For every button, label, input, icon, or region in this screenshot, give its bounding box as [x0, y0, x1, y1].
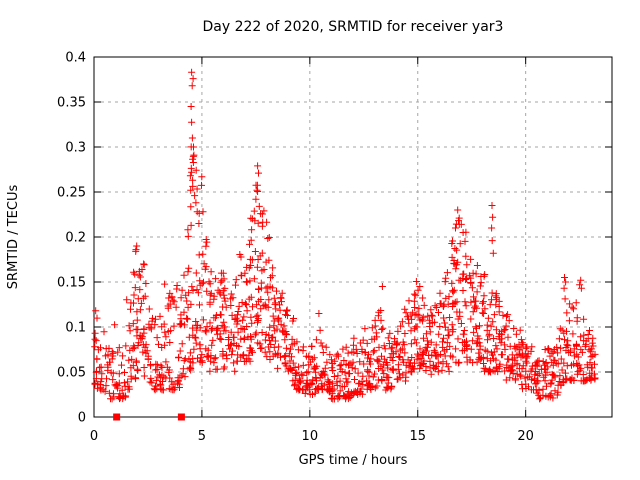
y-axis-label: SRMTID / TECUs	[6, 185, 21, 290]
x-tick-label: 15	[409, 429, 426, 444]
scatter-markers	[91, 68, 599, 403]
zero-value-marker	[177, 413, 185, 421]
y-tick-label: 0.25	[57, 186, 86, 201]
data-points	[91, 68, 599, 421]
y-tick-label: 0.3	[65, 141, 86, 156]
y-tick-label: 0.1	[65, 321, 86, 336]
x-tick-label: 0	[90, 429, 98, 444]
y-tick-label: 0.15	[57, 276, 86, 291]
y-tick-label: 0.05	[57, 366, 86, 381]
x-tick-label: 20	[517, 429, 534, 444]
x-tick-label: 10	[302, 429, 319, 444]
tick-labels: 0 5 10 15 20 0 0.05 0.1 0.15 0.2 0.25 0.3 0.35 0.4	[57, 51, 534, 445]
chart-title: Day 222 of 2020, SRMTID for receiver yar…	[203, 19, 504, 35]
y-tick-label: 0.4	[65, 51, 86, 66]
x-tick-label: 5	[198, 429, 206, 444]
zero-value-marker	[113, 413, 121, 421]
y-tick-label: 0	[78, 411, 86, 426]
axes	[93, 56, 613, 418]
x-axis-label: GPS time / hours	[299, 453, 408, 468]
y-tick-label: 0.2	[65, 231, 86, 246]
y-tick-label: 0.35	[57, 96, 86, 111]
